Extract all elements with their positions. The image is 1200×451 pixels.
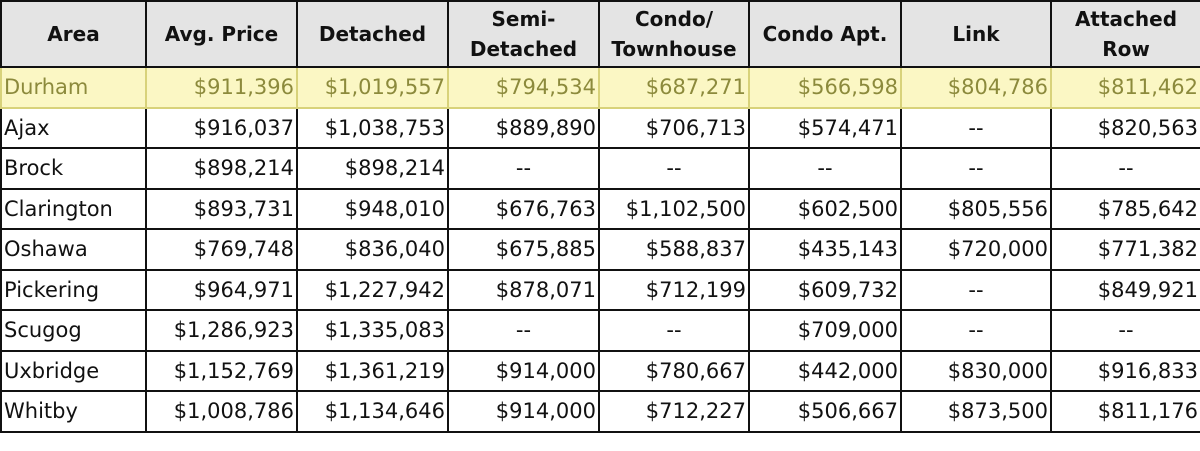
area-cell: Durham [0,66,147,109]
table-row: Pickering $964,971 $1,227,942 $878,071 $712,… [0,268,1200,311]
price-cell: $911,396 [145,66,298,109]
price-cell: -- [1050,309,1200,352]
price-cell: $709,000 [748,309,902,352]
price-cell: -- [447,147,600,190]
price-cell: $804,786 [900,66,1052,109]
price-cell: -- [900,268,1052,311]
area-cell: Pickering [0,268,147,311]
price-cell: $1,335,083 [296,309,449,352]
table-row: Whitby $1,008,786 $1,134,646 $914,000 $712,2… [0,390,1200,433]
price-cell: $820,563 [1050,106,1200,149]
area-cell: Clarington [0,187,147,230]
header-cell: Avg. Price [145,0,298,68]
area-cell: Brock [0,147,147,190]
price-cell: $889,890 [447,106,600,149]
price-cell: -- [447,309,600,352]
price-cell: $1,134,646 [296,390,449,433]
price-cell: $914,000 [447,390,600,433]
price-cell: $785,642 [1050,187,1200,230]
area-cell: Ajax [0,106,147,149]
price-cell: $873,500 [900,390,1052,433]
price-cell: $506,667 [748,390,902,433]
price-cell: $964,971 [145,268,298,311]
price-cell: $588,837 [598,228,750,271]
price-cell: $566,598 [748,66,902,109]
price-cell: -- [1050,147,1200,190]
price-cell: -- [748,147,902,190]
price-cell: $574,471 [748,106,902,149]
price-cell: $1,286,923 [145,309,298,352]
price-cell: $1,227,942 [296,268,449,311]
price-cell: $675,885 [447,228,600,271]
header-cell: Area [0,0,147,68]
header-cell: Detached [296,0,449,68]
price-cell: $811,176 [1050,390,1200,433]
header-row: Area Avg. Price Detached Semi- Detached Cond… [0,0,1200,68]
price-cell: $916,037 [145,106,298,149]
price-cell: $442,000 [748,349,902,392]
table-row: Uxbridge $1,152,769 $1,361,219 $914,000 $780… [0,349,1200,392]
area-cell: Uxbridge [0,349,147,392]
area-cell: Whitby [0,390,147,433]
price-cell: $849,921 [1050,268,1200,311]
price-cell: $780,667 [598,349,750,392]
price-cell: $1,102,500 [598,187,750,230]
price-cell: $602,500 [748,187,902,230]
price-cell: $687,271 [598,66,750,109]
area-cell: Oshawa [0,228,147,271]
price-cell: $916,833 [1050,349,1200,392]
header-cell: Link [900,0,1052,68]
price-cell: $676,763 [447,187,600,230]
price-cell: $836,040 [296,228,449,271]
table-row: Oshawa $769,748 $836,040 $675,885 $588,837 $4… [0,228,1200,271]
price-cell: -- [900,147,1052,190]
table-row: Ajax $916,037 $1,038,753 $889,890 $706,713 $5… [0,106,1200,149]
price-table: Area Avg. Price Detached Semi- Detached Cond… [0,0,1200,433]
price-cell: $720,000 [900,228,1052,271]
price-cell: $898,214 [145,147,298,190]
price-cell: $1,361,219 [296,349,449,392]
price-cell: $1,152,769 [145,349,298,392]
price-cell: $435,143 [748,228,902,271]
price-cell: $1,019,557 [296,66,449,109]
area-cell: Scugog [0,309,147,352]
header-cell: Attached Row [1050,0,1200,68]
table-body: Durham $911,396 $1,019,557 $794,534 $687,271… [0,66,1200,433]
price-cell: $706,713 [598,106,750,149]
price-cell: $805,556 [900,187,1052,230]
price-cell: $771,382 [1050,228,1200,271]
price-cell: $898,214 [296,147,449,190]
price-cell: -- [900,106,1052,149]
price-cell: $712,227 [598,390,750,433]
price-cell: $914,000 [447,349,600,392]
header-cell: Condo/ Townhouse [598,0,750,68]
price-cell: $769,748 [145,228,298,271]
price-cell: -- [900,309,1052,352]
table-row: Clarington $893,731 $948,010 $676,763 $1,102… [0,187,1200,230]
price-cell: $794,534 [447,66,600,109]
price-cell: $811,462 [1050,66,1200,109]
price-cell: $712,199 [598,268,750,311]
price-cell: -- [598,147,750,190]
table-row: Scugog $1,286,923 $1,335,083 -- -- $709,000 --… [0,309,1200,352]
price-cell: $878,071 [447,268,600,311]
table-row: Durham $911,396 $1,019,557 $794,534 $687,271… [0,66,1200,109]
price-cell: $609,732 [748,268,902,311]
price-cell: -- [598,309,750,352]
price-cell: $893,731 [145,187,298,230]
price-cell: $830,000 [900,349,1052,392]
header-cell: Semi- Detached [447,0,600,68]
table-row: Brock $898,214 $898,214 -- -- -- -- -- [0,147,1200,190]
header-cell: Condo Apt. [748,0,902,68]
price-cell: $1,038,753 [296,106,449,149]
price-cell: $1,008,786 [145,390,298,433]
price-cell: $948,010 [296,187,449,230]
